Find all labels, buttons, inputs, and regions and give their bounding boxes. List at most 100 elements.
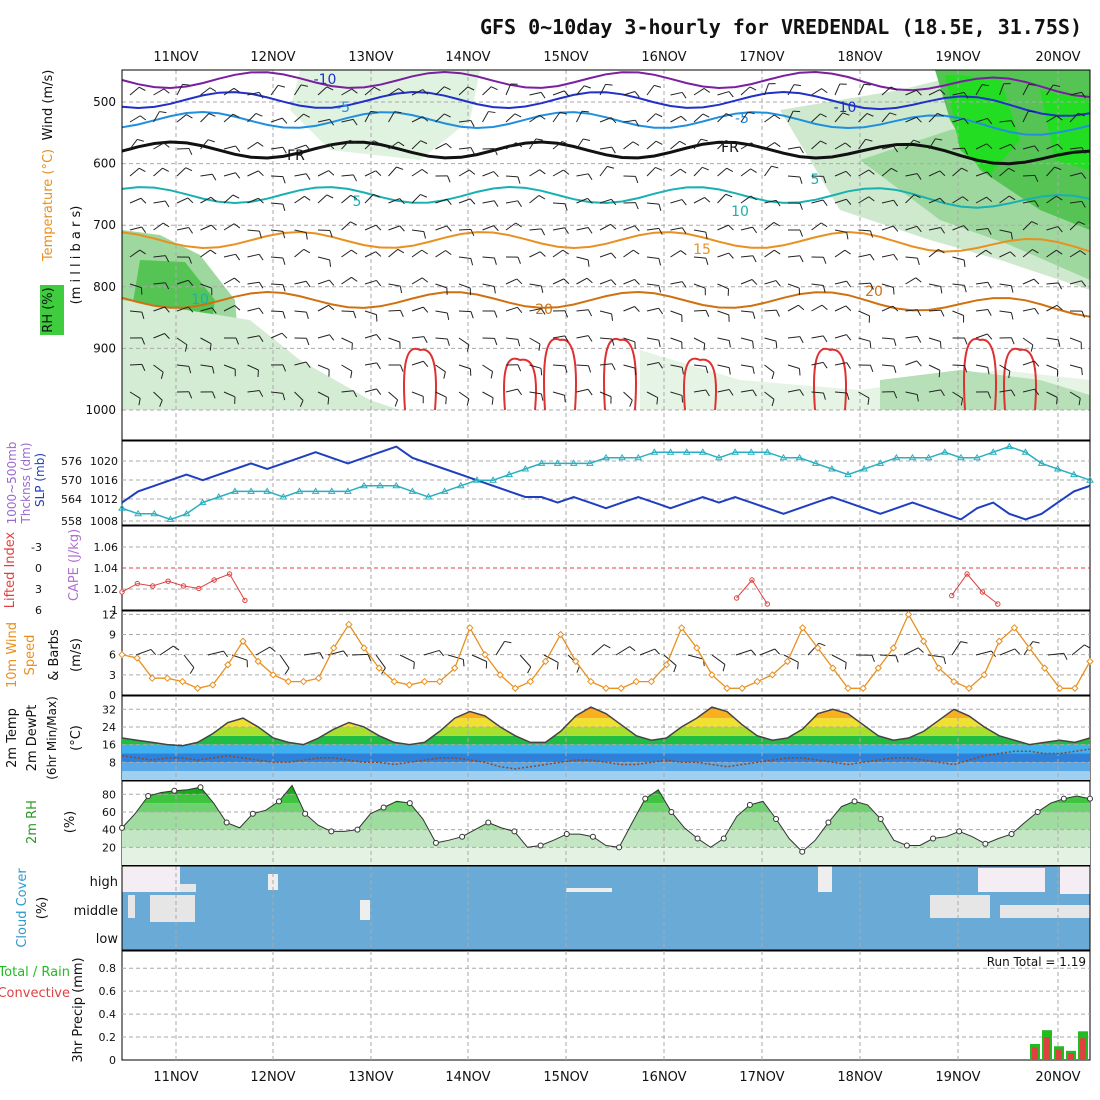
wind-barb xyxy=(787,146,800,150)
wind-barb xyxy=(646,361,659,366)
wind-barb-flag xyxy=(494,148,498,156)
wind-barb-flag xyxy=(750,168,757,174)
wind-barb-flag xyxy=(774,142,781,148)
wind-barb-flag xyxy=(611,146,616,154)
wind-speed-point xyxy=(405,681,414,689)
thickness-point xyxy=(150,509,159,517)
wind-barb-flag xyxy=(329,119,335,126)
surface-temp-contour xyxy=(683,357,717,411)
wind-barb-flag xyxy=(305,173,311,180)
wind-speed-point xyxy=(330,644,338,652)
wind-barb-flag xyxy=(326,86,334,91)
thickness-point xyxy=(1021,448,1030,455)
wind-barb-flag xyxy=(964,365,968,373)
wind-barb xyxy=(435,142,447,150)
wind-barb-flag xyxy=(822,392,826,400)
wind-barb-flag xyxy=(822,199,828,207)
wind-barb xyxy=(811,222,822,231)
thickness-point xyxy=(1069,470,1078,478)
wind-barb xyxy=(764,391,775,400)
thickness-point xyxy=(1086,476,1094,483)
wind-barb-flag xyxy=(586,277,593,284)
wind-barb-flag xyxy=(527,666,532,674)
wind-barb-flag xyxy=(139,115,147,121)
wind-barb xyxy=(294,280,307,285)
wind-barb xyxy=(153,391,163,401)
wind-barb-flag xyxy=(188,256,192,264)
wind-barb-flag xyxy=(353,174,358,182)
wind-barb-flag xyxy=(1058,282,1063,290)
wind-barb-flag xyxy=(935,138,943,141)
wind-speed-point xyxy=(814,644,822,652)
rh-point xyxy=(642,795,649,802)
wind-barb xyxy=(952,391,963,399)
wind-barb xyxy=(975,171,988,177)
wind-barb-flag xyxy=(728,224,734,231)
wind-barb xyxy=(552,335,565,339)
wind-barb-flag xyxy=(771,399,775,407)
wind-barb xyxy=(576,256,589,261)
wind-barb xyxy=(399,654,415,663)
rh-band xyxy=(122,847,1090,865)
thickness-point xyxy=(456,481,465,489)
wind-barb-flag xyxy=(799,336,804,344)
cloud-cover-axis-label: Cloud Cover xyxy=(15,868,30,948)
wind-barb xyxy=(764,364,775,373)
rh-point xyxy=(119,824,125,831)
wind-speed-point xyxy=(178,677,187,686)
wind-barb xyxy=(670,310,682,316)
wind-barb-flag xyxy=(491,397,494,405)
wind-barb-flag xyxy=(211,307,217,314)
wind-barb xyxy=(693,256,706,259)
wind-barb xyxy=(294,113,304,123)
wind-barb-flag xyxy=(469,169,476,175)
wind-barb xyxy=(223,172,236,177)
wind-barb-flag xyxy=(329,259,332,267)
rh-point xyxy=(459,833,466,840)
wind-barb-flag xyxy=(446,312,450,320)
wind-barb-flag xyxy=(564,227,569,234)
wind-barb xyxy=(646,140,657,150)
wind-barb-flag xyxy=(422,116,429,122)
surface-temp-contour xyxy=(813,347,847,411)
cloud-cover-unit-label: (%) xyxy=(35,897,50,920)
wind-barb-flag xyxy=(329,334,335,341)
wind-speed-point xyxy=(314,674,323,682)
wind-barb xyxy=(646,307,659,312)
wind-speed-point xyxy=(738,684,746,692)
wind-barb-flag xyxy=(1009,251,1016,257)
wind-barb xyxy=(740,168,751,177)
wind-barb-flag xyxy=(702,166,709,171)
wind-barb xyxy=(1069,337,1082,343)
rh-point xyxy=(930,835,937,842)
thickness-tick-label: 564 xyxy=(61,493,82,506)
top-date-label: 12NOV xyxy=(250,50,295,65)
wind-barb-flag xyxy=(490,86,498,91)
wind-barb-flag xyxy=(235,337,240,345)
wind-barb xyxy=(905,277,917,285)
wind-barb-flag xyxy=(868,196,875,202)
wind-barb xyxy=(599,391,612,398)
wind-speed-point xyxy=(1025,644,1034,652)
wind-speed-point xyxy=(435,677,444,686)
wind-barb xyxy=(576,138,584,150)
wind-barb-flag xyxy=(447,175,451,183)
wind-barb xyxy=(599,337,613,340)
wind-barb xyxy=(975,196,987,204)
wind-barb-flag xyxy=(846,334,852,341)
wind-barb-flag xyxy=(137,138,145,142)
top-date-label: 11NOV xyxy=(153,50,198,65)
wind-speed-point xyxy=(708,671,716,679)
thickness-point xyxy=(343,487,352,494)
wind-speed-point xyxy=(269,671,277,679)
cloud-gap xyxy=(180,884,196,892)
wind-barb xyxy=(999,83,1005,96)
wind-barb xyxy=(787,110,794,123)
bottom-date-label: 20NOV xyxy=(1035,1070,1080,1085)
cape-line xyxy=(736,579,768,605)
rh-point xyxy=(825,819,832,826)
wind-barb-flag xyxy=(981,84,990,87)
wind-barb-flag xyxy=(188,391,193,399)
wind-barb-flag xyxy=(504,640,512,644)
thickness-point xyxy=(489,476,497,483)
